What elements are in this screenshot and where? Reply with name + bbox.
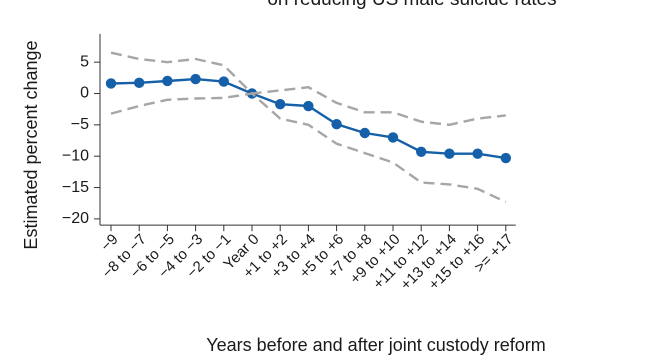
y-tick-label: −20 (62, 210, 89, 227)
estimate-point (416, 146, 427, 158)
ci-line-lower-ci (110, 92, 507, 204)
estimate-point (387, 132, 399, 143)
estimate-point (472, 148, 483, 159)
estimate-point (275, 98, 286, 110)
y-tick-label: −10 (62, 147, 89, 164)
y-tick-label: −15 (62, 179, 89, 196)
y-tick-label: −5 (71, 116, 89, 133)
estimate-point (190, 73, 201, 85)
chart-title: on reducing US male suicide rates (267, 0, 556, 10)
series-layer (105, 51, 511, 204)
y-tick-label: 0 (80, 85, 89, 102)
estimate-point (162, 75, 173, 87)
estimate-point (444, 148, 455, 159)
ci-line-upper-ci (110, 51, 506, 127)
y-axis-label: Estimated percent change (21, 40, 41, 249)
estimate-point (218, 76, 229, 87)
estimate-point (105, 78, 117, 89)
y-tick-label: 5 (80, 53, 89, 70)
estimate-point (331, 119, 342, 130)
estimate-point (500, 152, 511, 164)
estimate-point (359, 127, 370, 139)
estimate-line (110, 77, 506, 160)
estimate-point (134, 77, 145, 89)
axes: 50−5−10−15−20−9−8 to −7−6 to −5−4 to −3−… (62, 33, 516, 294)
estimate-point (303, 100, 314, 112)
x-axis-label: Years before and after joint custody ref… (206, 335, 546, 355)
